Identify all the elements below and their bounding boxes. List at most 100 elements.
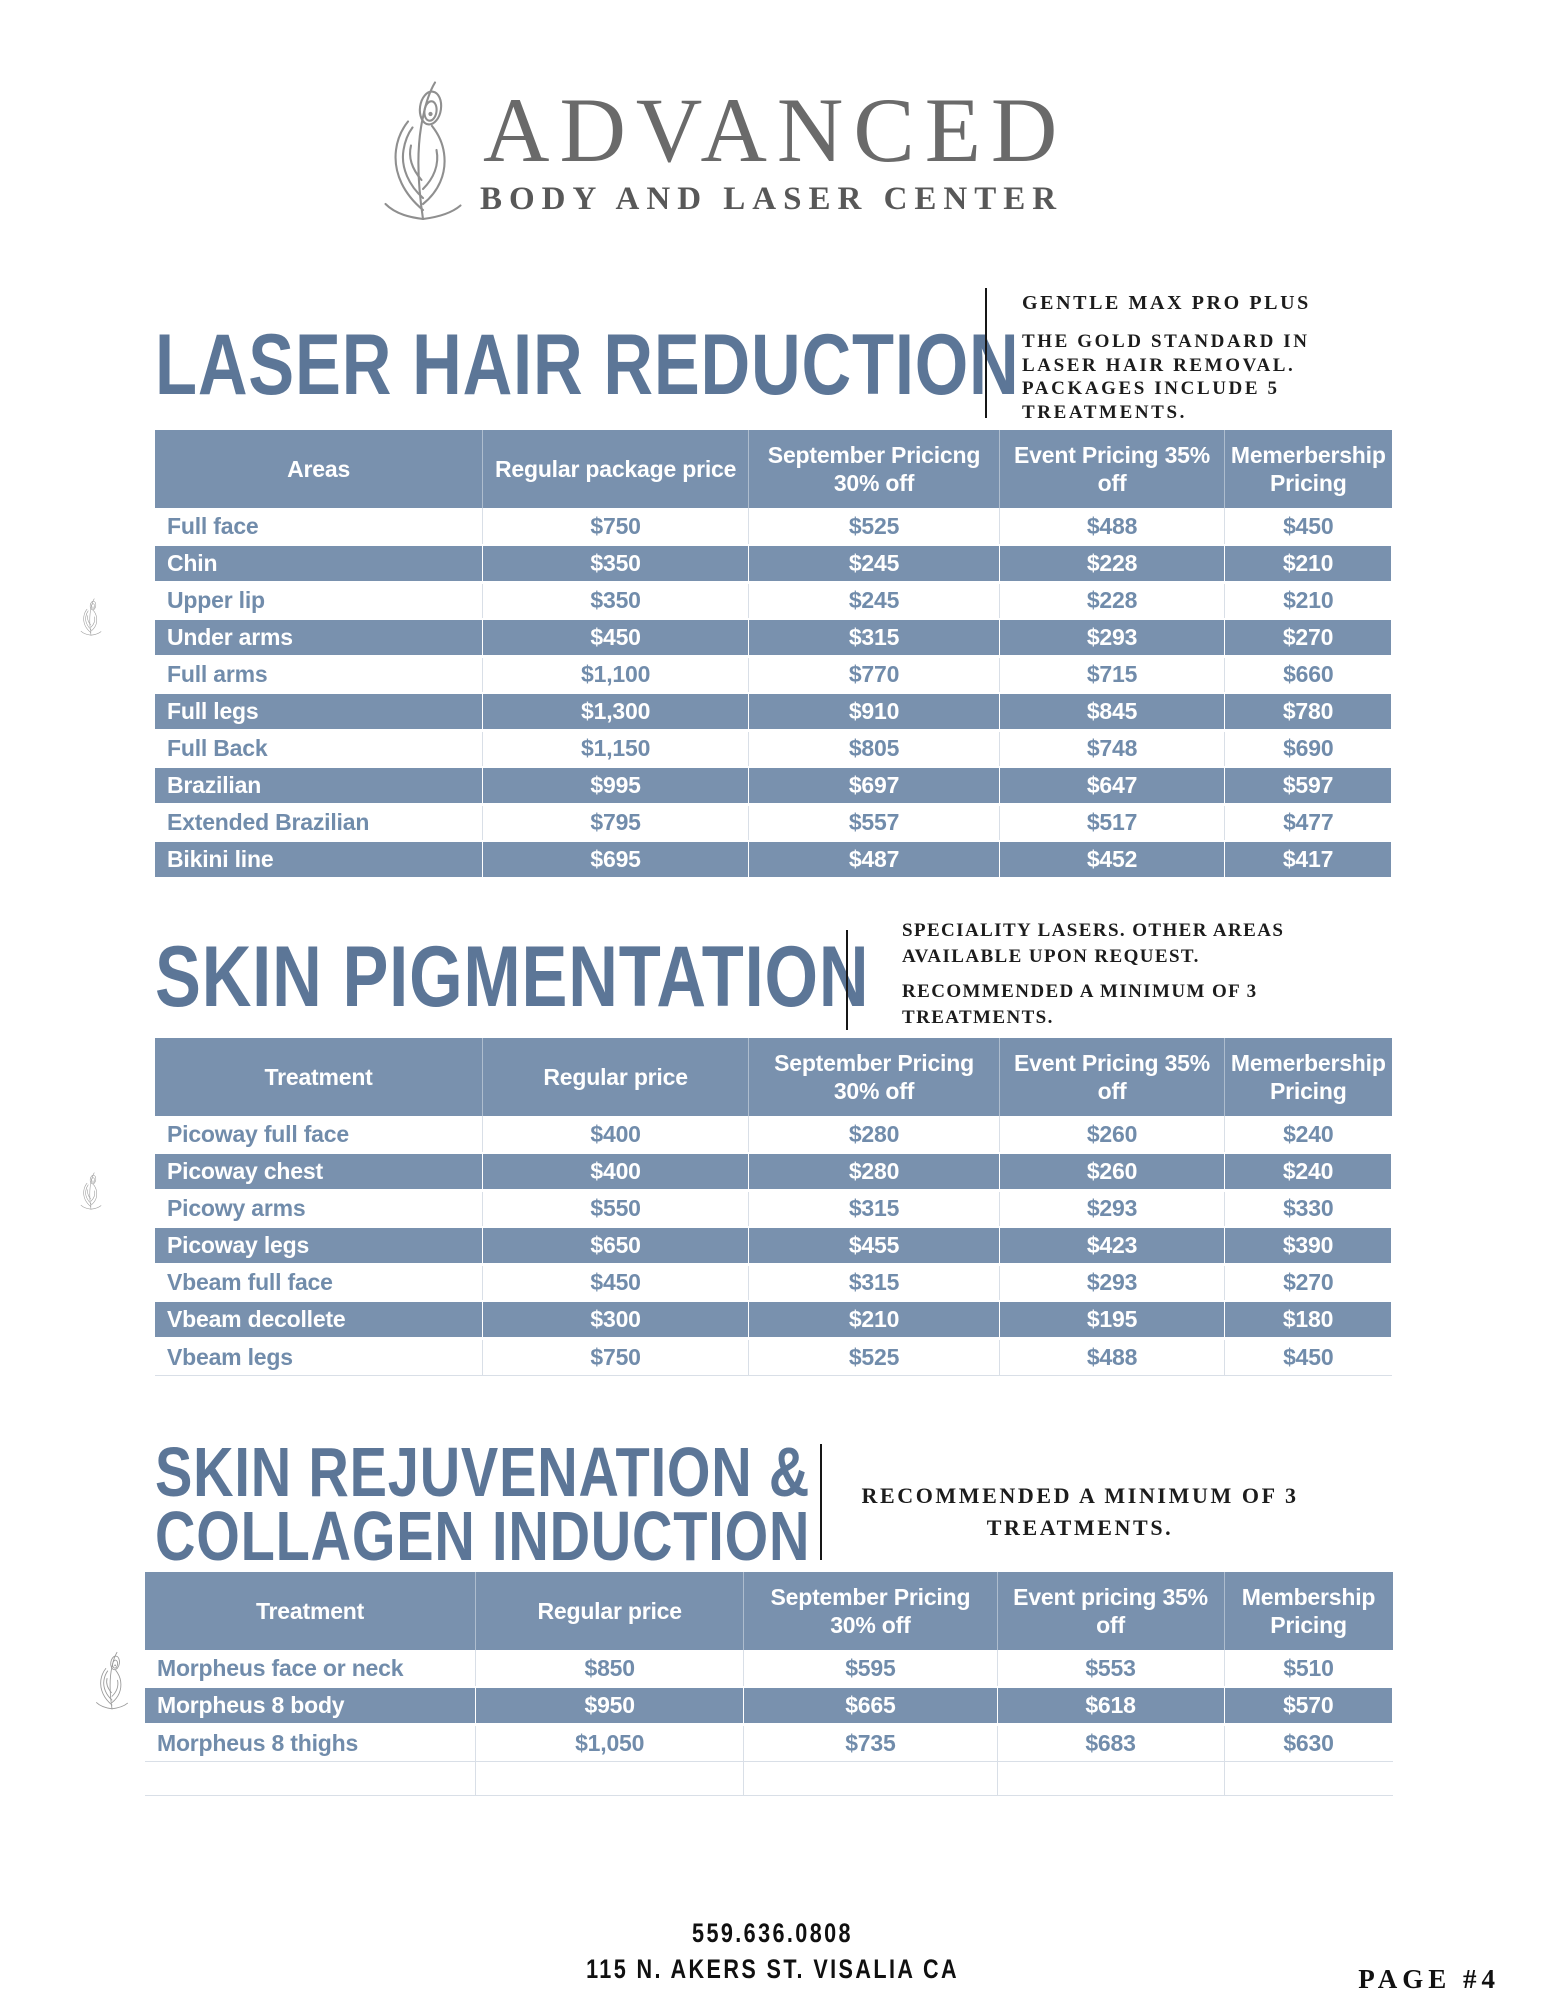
brand-name: ADVANCED (483, 79, 1068, 181)
price-cell: $240 (1224, 1152, 1392, 1192)
price-cell: $805 (748, 730, 1001, 768)
price-cell: $647 (999, 766, 1226, 806)
row-label: Morpheus 8 body (145, 1686, 477, 1726)
price-cell: $597 (1224, 766, 1392, 806)
margin-feather-icon (92, 1648, 132, 1710)
table-row: Morpheus face or neck $850 $595 $553 $510 (145, 1650, 1393, 1688)
price-cell: $293 (999, 1190, 1226, 1228)
price-cell: $735 (743, 1724, 998, 1762)
column-header: Event pricing 35% off (997, 1572, 1225, 1650)
price-cell: $270 (1224, 1264, 1392, 1302)
column-header: Regular package price (482, 430, 750, 508)
price-cell: $595 (743, 1650, 998, 1688)
price-cell: $660 (1224, 656, 1392, 694)
row-label: Full legs (155, 692, 484, 732)
price-cell: $315 (748, 618, 1001, 658)
margin-feather-icon (78, 596, 104, 636)
row-label: Full arms (155, 656, 484, 694)
row-label: Chin (155, 544, 484, 584)
price-cell: $417 (1224, 840, 1392, 880)
price-cell: $517 (999, 804, 1226, 842)
price-cell: $525 (748, 508, 1001, 546)
page-number: PAGE #4 (1358, 1964, 1500, 1994)
header-row: Areas Regular package price September Pric… (155, 430, 1392, 508)
price-cell: $450 (1224, 1338, 1392, 1376)
pricing-table-skin-rejuvenation: Treatment Regular price September Pricing … (145, 1572, 1394, 1796)
price-cell: $683 (997, 1724, 1225, 1762)
table-row: Picowy arms $550 $315 $293 $330 (155, 1190, 1392, 1228)
table-row: Full arms $1,100 $770 $715 $660 (155, 656, 1392, 694)
section-note: RECOMMENDED A MINIMUM OF 3 TREATMENTS. (861, 1483, 1299, 1540)
price-cell: $450 (482, 1264, 750, 1302)
price-cell: $650 (482, 1226, 750, 1266)
price-cell: $260 (999, 1152, 1226, 1192)
row-label: Picoway legs (155, 1226, 484, 1266)
price-cell: $330 (1224, 1190, 1392, 1228)
price-cell: $487 (748, 840, 1001, 880)
table-row: Chin $350 $245 $228 $210 (155, 544, 1392, 584)
column-header: September Pricicng 30% off (748, 430, 1001, 508)
section-divider (820, 1444, 822, 1560)
price-cell: $228 (999, 544, 1226, 584)
section-title-skin-pigmentation: SKIN PIGMENTATION (155, 929, 870, 1025)
table-row: Vbeam full face $450 $315 $293 $270 (155, 1264, 1392, 1302)
price-cell: $245 (748, 582, 1001, 620)
price-cell: $488 (999, 508, 1226, 546)
price-cell: $390 (1224, 1226, 1392, 1266)
price-cell: $1,150 (482, 730, 750, 768)
column-header: Memerbership Pricing (1224, 1038, 1392, 1116)
section-note-title: GENTLE MAX PRO PLUS (1022, 292, 1311, 314)
footer-phone: 559.636.0808 (692, 1918, 853, 1948)
price-cell: $950 (475, 1686, 745, 1726)
column-header: Event Pricing 35% off (999, 430, 1226, 508)
price-cell: $280 (748, 1152, 1001, 1192)
section-note-body: THE GOLD STANDARD IN LASER HAIR REMOVAL.… (1022, 331, 1310, 423)
price-cell: $270 (1224, 618, 1392, 658)
footer-address: 115 N. AKERS ST. VISALIA CA (586, 1954, 959, 1984)
header-row: Treatment Regular price September Pricing … (145, 1572, 1393, 1650)
table-row: Under arms $450 $315 $293 $270 (155, 618, 1392, 658)
margin-feather-icon (78, 1170, 104, 1210)
price-cell: $280 (748, 1116, 1001, 1154)
price-cell: $293 (999, 1264, 1226, 1302)
price-cell: $850 (475, 1650, 745, 1688)
column-header: Treatment (155, 1038, 484, 1116)
row-label: Full face (155, 508, 484, 546)
table-row: Picoway chest $400 $280 $260 $240 (155, 1152, 1392, 1192)
table-row: Morpheus 8 body $950 $665 $618 $570 (145, 1686, 1394, 1726)
row-label: Under arms (155, 618, 484, 658)
row-label: Picoway full face (155, 1116, 484, 1154)
price-cell: $488 (999, 1338, 1226, 1376)
column-header: September Pricing 30% off (748, 1038, 1001, 1116)
table-row: Picoway legs $650 $455 $423 $390 (155, 1226, 1392, 1266)
column-header: Areas (155, 430, 484, 508)
peacock-feather-icon (372, 72, 474, 222)
column-header: September Pricing 30% off (743, 1572, 998, 1650)
price-cell: $450 (1224, 508, 1392, 546)
price-cell: $195 (999, 1300, 1226, 1340)
price-cell: $455 (748, 1226, 1001, 1266)
column-header: Event Pricing 35% off (999, 1038, 1226, 1116)
price-cell: $795 (482, 804, 750, 842)
price-cell: $477 (1224, 804, 1392, 842)
table-row: Full Back $1,150 $805 $748 $690 (155, 730, 1392, 768)
section-note-line: RECOMMENDED A MINIMUM OF 3 TREATMENTS. (902, 981, 1258, 1028)
price-cell: $553 (997, 1650, 1225, 1688)
price-cell: $570 (1224, 1686, 1394, 1726)
price-cell: $400 (482, 1152, 750, 1192)
price-cell: $557 (748, 804, 1001, 842)
table-row: Vbeam legs $750 $525 $488 $450 (155, 1338, 1392, 1376)
column-header: Memerbership Pricing (1224, 430, 1392, 508)
price-cell: $210 (1224, 544, 1392, 584)
price-cell: $350 (482, 582, 750, 620)
price-cell: $510 (1224, 1650, 1393, 1688)
price-cell: $315 (748, 1190, 1001, 1228)
price-cell: $690 (1224, 730, 1392, 768)
price-cell: $300 (482, 1300, 750, 1340)
column-header: Regular price (482, 1038, 750, 1116)
row-label: Extended Brazilian (155, 804, 484, 842)
table-row: Upper lip $350 $245 $228 $210 (155, 582, 1392, 620)
row-label: Brazilian (155, 766, 484, 806)
row-label: Vbeam full face (155, 1264, 484, 1302)
